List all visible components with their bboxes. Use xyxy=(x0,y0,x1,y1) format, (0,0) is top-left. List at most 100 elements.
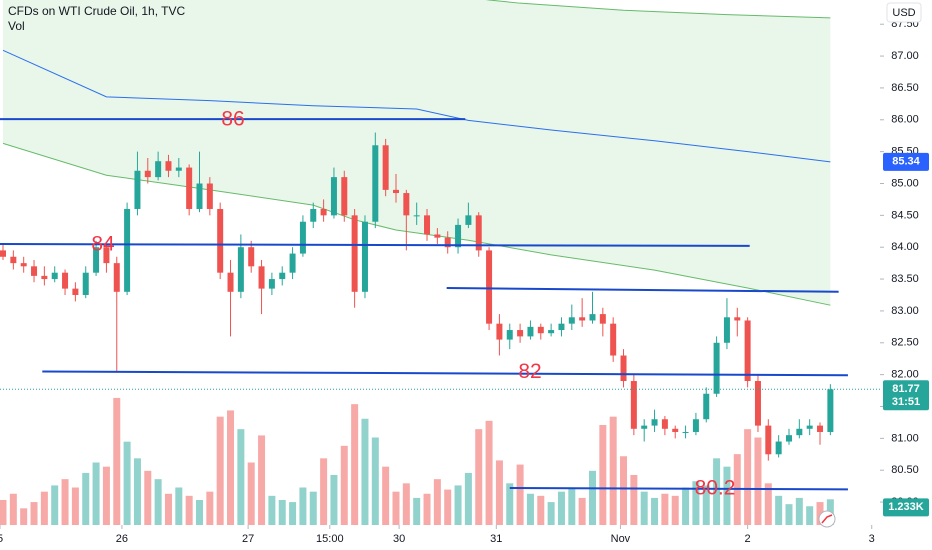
candle-body xyxy=(630,381,637,429)
candle-body xyxy=(392,189,399,194)
volume-bar xyxy=(454,485,462,525)
volume-bar xyxy=(237,429,245,525)
candle-body xyxy=(785,435,792,442)
candle-body xyxy=(806,425,813,429)
currency[interactable]: USD xyxy=(892,7,915,19)
x-tick-label: Nov xyxy=(611,533,631,545)
candle-body xyxy=(548,330,555,334)
last-price-box xyxy=(883,380,929,411)
trend-label: 82 xyxy=(518,360,541,383)
trend-label: 80.2 xyxy=(695,477,736,500)
volume-bar xyxy=(495,460,503,525)
volume-bar xyxy=(444,489,452,525)
icon-mark[interactable] xyxy=(821,514,833,524)
x-tick-label: 2 xyxy=(745,533,751,545)
volume-bar xyxy=(113,397,121,525)
volume-bar xyxy=(702,485,710,525)
candle-body xyxy=(589,314,596,321)
volume-bar xyxy=(557,491,565,525)
candle-body xyxy=(672,428,679,432)
candle-body xyxy=(62,272,69,289)
volume-bar xyxy=(723,466,731,525)
volume-bar xyxy=(278,500,286,525)
trend-line xyxy=(42,370,848,377)
volume-bar xyxy=(289,502,297,525)
volume-box xyxy=(883,498,929,517)
indicator-line xyxy=(485,0,831,19)
volume-bar xyxy=(175,487,183,525)
indicator-price-label: 85.34 xyxy=(892,156,920,168)
candle-body xyxy=(237,247,244,292)
candle-body xyxy=(217,208,224,273)
candle-body xyxy=(258,266,265,289)
volume-bar xyxy=(195,500,203,525)
candle-body xyxy=(93,247,100,273)
volume-bar xyxy=(640,491,648,525)
axes: 80.0080.5081.0081.5082.0082.5083.0083.50… xyxy=(0,18,929,545)
trend-label: 84 xyxy=(91,233,115,256)
volume-bar xyxy=(402,483,410,525)
icon-circle[interactable] xyxy=(818,510,836,528)
volume-bar xyxy=(154,479,162,525)
plot-area: 86 84 82 80.2 xyxy=(0,0,880,525)
trend-line xyxy=(0,243,750,247)
last-price-label: 81.77 xyxy=(892,383,920,395)
candle-body xyxy=(289,253,296,273)
volume-bar xyxy=(764,483,772,525)
candle-body xyxy=(72,288,79,295)
candle-body xyxy=(103,247,110,264)
candle-body xyxy=(268,279,275,289)
candle-body xyxy=(124,208,131,292)
candle-body xyxy=(723,317,730,343)
candle-body xyxy=(703,393,710,420)
y-tick-label: 84.00 xyxy=(891,241,919,253)
volume-bar xyxy=(630,475,638,525)
indicator-price-box xyxy=(883,152,929,171)
candle-body xyxy=(517,330,524,337)
x-tick-label: 3 xyxy=(869,533,875,545)
volume-bar xyxy=(340,445,348,525)
candle-body xyxy=(51,272,58,280)
candle-body xyxy=(434,234,441,238)
y-tick-label: 85.00 xyxy=(891,177,919,189)
volume-bar xyxy=(206,491,214,525)
candle-body xyxy=(610,323,617,356)
volume-bar xyxy=(578,497,586,525)
volume-bar xyxy=(692,481,700,525)
volume-bar xyxy=(216,416,224,525)
candle-body xyxy=(713,342,720,394)
y-tick-label: 86.50 xyxy=(891,82,919,94)
volume-bar xyxy=(20,508,28,525)
volume-bar xyxy=(123,441,131,525)
currency-box[interactable] xyxy=(886,2,922,23)
trend-line xyxy=(446,286,839,293)
volume-bar xyxy=(330,475,338,525)
settings-icon[interactable] xyxy=(818,510,836,528)
volume-bar xyxy=(620,456,628,525)
candle-body xyxy=(424,215,431,235)
volume-bar xyxy=(144,470,152,525)
volume-bar xyxy=(651,497,659,525)
volume-bar xyxy=(744,429,752,525)
candle-body xyxy=(506,330,513,340)
candle-body xyxy=(682,431,689,433)
candle-body xyxy=(527,326,534,337)
candle-body xyxy=(579,317,586,321)
volume-bar xyxy=(475,429,483,525)
volume-bar xyxy=(671,495,679,525)
volume-title: Vol xyxy=(8,19,25,33)
volume-bar xyxy=(185,495,193,525)
candle-body xyxy=(827,389,834,432)
candle-body xyxy=(41,275,48,280)
volume-bar xyxy=(299,487,307,525)
volume-bar xyxy=(423,493,431,525)
volume-bar xyxy=(133,458,141,525)
volume-bar xyxy=(568,487,576,525)
candle-body xyxy=(382,145,389,190)
candle-body xyxy=(20,263,27,267)
volume-bar xyxy=(464,472,472,525)
volume-bar xyxy=(547,502,555,525)
y-tick-label: 87.00 xyxy=(891,50,919,62)
volume-bar xyxy=(775,495,783,525)
